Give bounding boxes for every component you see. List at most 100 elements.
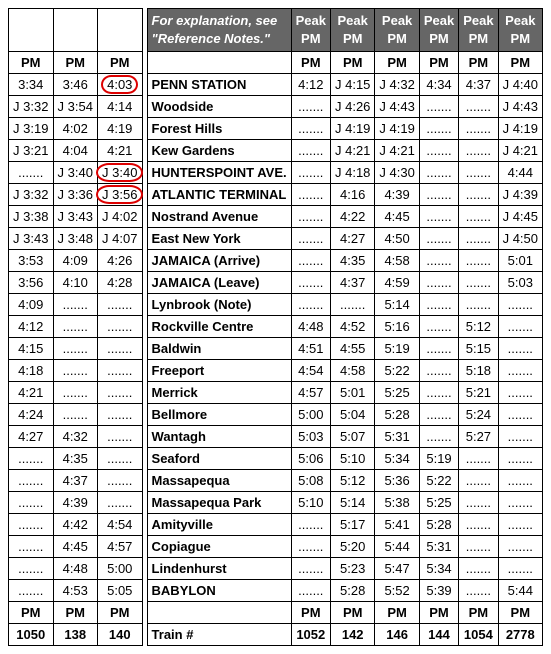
right-cell: 4:48	[291, 316, 330, 338]
right-subheader-pm: PM	[419, 52, 458, 74]
right-cell: .......	[459, 162, 498, 184]
right-cell: 5:10	[291, 492, 330, 514]
right-cell: 5:47	[375, 558, 419, 580]
left-cell: 4:04	[53, 140, 98, 162]
left-cell: PM	[9, 602, 54, 624]
right-cell: 4:55	[330, 338, 374, 360]
left-cell: 3:56	[9, 272, 54, 294]
right-cell: .......	[498, 448, 542, 470]
right-cell: 4:58	[375, 250, 419, 272]
right-cell: .......	[291, 250, 330, 272]
left-cell: 4:42	[53, 514, 98, 536]
right-cell: .......	[291, 184, 330, 206]
left-cell: .......	[98, 426, 143, 448]
right-cell: .......	[419, 184, 458, 206]
right-cell: .......	[419, 272, 458, 294]
left-cell: .......	[53, 294, 98, 316]
right-schedule: For explanation, see "Reference Notes."P…	[147, 8, 543, 646]
left-cell: 4:48	[53, 558, 98, 580]
station-name: JAMAICA (Arrive)	[147, 250, 291, 272]
right-cell: 4:45	[375, 206, 419, 228]
station-name: Massapequa	[147, 470, 291, 492]
left-cell: 4:27	[9, 426, 54, 448]
right-cell: 5:44	[498, 580, 542, 602]
right-cell: 5:44	[375, 536, 419, 558]
left-cell: .......	[98, 316, 143, 338]
peak-header: PeakPM	[375, 9, 419, 52]
right-cell: 4:37	[330, 272, 374, 294]
right-subheader-pm: PM	[459, 52, 498, 74]
right-cell: 5:20	[330, 536, 374, 558]
right-cell: 5:39	[419, 580, 458, 602]
left-cell: .......	[98, 294, 143, 316]
right-cell: J 4:15	[330, 74, 374, 96]
right-cell: .......	[330, 294, 374, 316]
left-cell: 4:39	[53, 492, 98, 514]
left-cell: .......	[53, 360, 98, 382]
right-subheader-pm: PM	[330, 52, 374, 74]
left-header-0: PM	[9, 52, 54, 74]
right-cell: .......	[498, 536, 542, 558]
right-cell: .......	[498, 426, 542, 448]
right-cell: 5:17	[330, 514, 374, 536]
station-name: Train #	[147, 624, 291, 646]
right-cell: 5:25	[375, 382, 419, 404]
right-cell: 4:34	[419, 74, 458, 96]
left-cell: 140	[98, 624, 143, 646]
right-cell: J 4:50	[498, 228, 542, 250]
peak-header: PeakPM	[419, 9, 458, 52]
left-cell: J 3:32	[9, 96, 54, 118]
left-cell: .......	[98, 382, 143, 404]
right-cell: J 4:43	[498, 96, 542, 118]
station-name	[147, 602, 291, 624]
right-cell: 1052	[291, 624, 330, 646]
right-cell: .......	[419, 294, 458, 316]
left-cell: 138	[53, 624, 98, 646]
right-cell: .......	[459, 228, 498, 250]
left-schedule: PMPMPM3:343:464:03J 3:32J 3:544:14J 3:19…	[8, 8, 143, 646]
left-cell: J 3:40	[98, 162, 143, 184]
right-subheader-pm: PM	[291, 52, 330, 74]
right-cell: .......	[291, 536, 330, 558]
right-cell: 5:22	[419, 470, 458, 492]
right-cell: 5:01	[498, 250, 542, 272]
right-cell: .......	[419, 250, 458, 272]
right-cell: 5:03	[498, 272, 542, 294]
right-cell: .......	[498, 558, 542, 580]
right-cell: .......	[291, 118, 330, 140]
right-cell: .......	[419, 228, 458, 250]
right-cell: 5:28	[330, 580, 374, 602]
left-cell: .......	[9, 558, 54, 580]
right-cell: 4:58	[330, 360, 374, 382]
right-cell: .......	[459, 250, 498, 272]
right-cell: 4:16	[330, 184, 374, 206]
left-cell: .......	[9, 514, 54, 536]
left-cell: .......	[53, 404, 98, 426]
right-cell: .......	[291, 96, 330, 118]
right-cell: .......	[459, 448, 498, 470]
right-cell: 5:25	[419, 492, 458, 514]
right-cell: .......	[459, 118, 498, 140]
left-cell: 4:18	[9, 360, 54, 382]
right-cell: .......	[498, 316, 542, 338]
schedule-wrap: PMPMPM3:343:464:03J 3:32J 3:544:14J 3:19…	[8, 8, 543, 646]
right-cell: J 4:30	[375, 162, 419, 184]
right-subheader-pm: PM	[498, 52, 542, 74]
left-cell: 4:35	[53, 448, 98, 470]
left-cell: J 3:21	[9, 140, 54, 162]
right-cell: .......	[459, 470, 498, 492]
right-cell: PM	[291, 602, 330, 624]
peak-header: PeakPM	[330, 9, 374, 52]
right-cell: PM	[498, 602, 542, 624]
station-name: East New York	[147, 228, 291, 250]
right-cell: .......	[419, 96, 458, 118]
station-name: ATLANTIC TERMINAL	[147, 184, 291, 206]
reference-note: For explanation, see "Reference Notes."	[147, 9, 291, 52]
station-name: Nostrand Avenue	[147, 206, 291, 228]
right-cell: 142	[330, 624, 374, 646]
left-cell: J 3:43	[9, 228, 54, 250]
right-cell: 5:00	[291, 404, 330, 426]
left-cell: 5:00	[98, 558, 143, 580]
station-name: HUNTERSPOINT AVE.	[147, 162, 291, 184]
circled-time: J 3:40	[102, 164, 137, 181]
